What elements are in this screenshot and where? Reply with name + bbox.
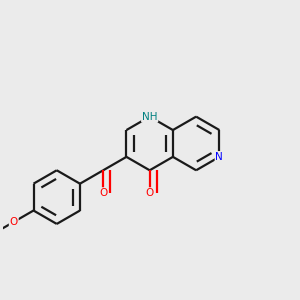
Text: O: O: [99, 188, 107, 198]
Text: O: O: [10, 217, 18, 227]
Text: O: O: [146, 188, 154, 198]
Text: N: N: [215, 152, 223, 162]
Text: NH: NH: [142, 112, 158, 122]
